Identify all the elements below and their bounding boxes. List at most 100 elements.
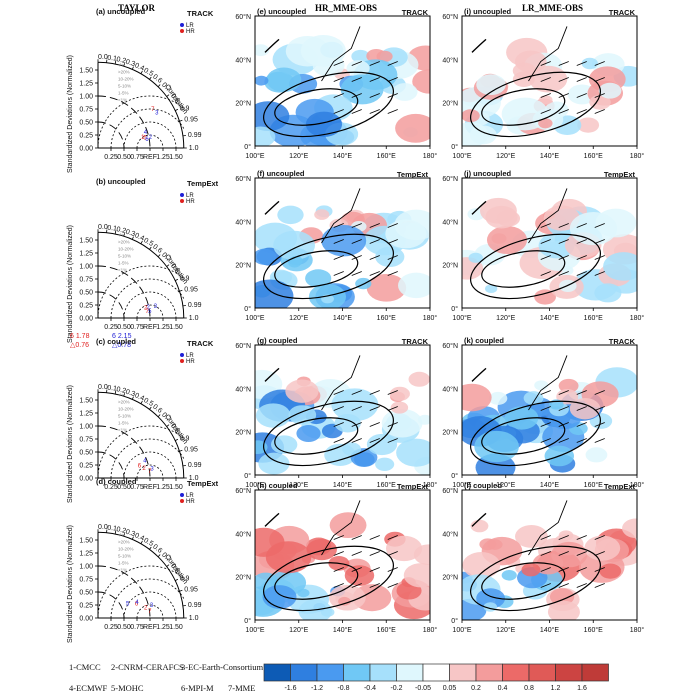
shading-blob bbox=[462, 551, 501, 579]
y-tick-label: 1.00 bbox=[79, 564, 93, 571]
model-legend-3: 3-EC-Earth-Consortium bbox=[181, 662, 264, 672]
hatch-mark bbox=[369, 223, 380, 228]
y-axis-label: Standardized Deviations (Normalized) bbox=[67, 525, 74, 643]
hatch-mark bbox=[333, 93, 344, 98]
bias-legend-item: >20% bbox=[118, 539, 130, 544]
shading-blob bbox=[344, 565, 375, 586]
colorbar-segment bbox=[316, 663, 344, 682]
hatch-mark bbox=[333, 535, 344, 540]
hatch-mark bbox=[576, 271, 587, 276]
shading-blob bbox=[351, 49, 370, 63]
hatch-mark bbox=[369, 77, 380, 82]
taylor-point-lr: 3 bbox=[154, 304, 158, 310]
corr-tick bbox=[140, 400, 143, 404]
hr-legend-marker bbox=[180, 199, 184, 203]
contour-line bbox=[263, 233, 394, 300]
taylor-diagram-a: (a) uncoupled TRACK Standardized Deviation… bbox=[67, 7, 214, 173]
hatch-mark bbox=[333, 567, 344, 572]
hatch-mark bbox=[576, 61, 587, 66]
shading-blob bbox=[338, 596, 351, 606]
hr-legend-marker bbox=[180, 359, 184, 363]
map-lat-label: 40°N bbox=[235, 385, 251, 393]
corr-tick-label: 0.6 bbox=[151, 243, 163, 255]
corr-tick-label: 0.5 bbox=[142, 67, 154, 78]
shading-blob bbox=[403, 563, 430, 588]
corr-tick bbox=[166, 94, 170, 97]
shading-blob bbox=[521, 563, 541, 577]
hatch-mark bbox=[540, 77, 551, 82]
colorbar-tick-label: -0.2 bbox=[390, 685, 402, 692]
shading-blob bbox=[366, 273, 407, 302]
rms-arc bbox=[136, 604, 164, 619]
hatch-mark bbox=[351, 223, 362, 228]
hatch-mark bbox=[369, 271, 380, 276]
hatch-mark bbox=[333, 255, 344, 260]
colorbar-segment bbox=[290, 663, 318, 682]
shading-blob bbox=[622, 518, 637, 539]
map-lon-label: 180° bbox=[630, 626, 645, 634]
hatch-mark bbox=[351, 271, 362, 276]
taylor-point-hr: 7 bbox=[145, 309, 149, 315]
hatch-mark bbox=[594, 223, 605, 228]
shading-blob bbox=[331, 388, 379, 422]
map-lat-label: 0° bbox=[451, 305, 458, 313]
contour-line bbox=[481, 250, 566, 288]
shading-blob bbox=[468, 252, 483, 263]
colorbar-tick-label: -1.2 bbox=[311, 685, 323, 692]
map-lat-label: 20°N bbox=[442, 262, 458, 270]
corr-tick-label: 0.99 bbox=[188, 462, 202, 469]
hatch-mark bbox=[387, 239, 398, 244]
map-lon-label: 180° bbox=[423, 481, 438, 489]
shading-blob bbox=[305, 111, 343, 137]
shading-blob bbox=[398, 272, 430, 299]
corr-tick bbox=[157, 254, 161, 258]
map-lon-label: 120°E bbox=[496, 481, 515, 489]
shading-blob bbox=[462, 383, 492, 412]
hatch-mark bbox=[576, 583, 587, 588]
shading-blob bbox=[270, 435, 298, 454]
hatch-mark bbox=[369, 551, 380, 556]
corr-tick bbox=[157, 84, 161, 88]
rms-arc bbox=[123, 451, 177, 479]
colorbar-tick-label: -1.6 bbox=[284, 685, 296, 692]
hatch-mark bbox=[540, 255, 551, 260]
std-arc bbox=[97, 265, 151, 319]
hatch-mark bbox=[333, 61, 344, 66]
taylor-point-lr: 2 bbox=[147, 305, 151, 311]
corr-tick bbox=[166, 264, 170, 267]
map-lat-label: 40°N bbox=[235, 218, 251, 226]
map-variable-label: TempExt bbox=[604, 170, 636, 179]
map-lon-label: 160°E bbox=[584, 626, 603, 634]
hatch-mark bbox=[540, 239, 551, 244]
shading-blob bbox=[298, 599, 332, 620]
hatch-mark bbox=[351, 255, 362, 260]
hatch-mark bbox=[369, 93, 380, 98]
map-field bbox=[462, 345, 637, 475]
colorbar-tick-label: 0.2 bbox=[471, 685, 481, 692]
hatch-mark bbox=[558, 422, 569, 427]
corr-tick bbox=[179, 449, 183, 452]
lr-legend-label: LR bbox=[186, 23, 194, 29]
y-tick-label: 0.25 bbox=[79, 303, 93, 310]
bias-legend-item: 10-20% bbox=[118, 546, 134, 551]
corr-tick-label: 0.8 bbox=[169, 563, 181, 575]
x-tick-label: 1.25 bbox=[156, 324, 170, 331]
taylor-point-hr: 7 bbox=[151, 107, 155, 113]
hatch-mark bbox=[369, 239, 380, 244]
contour-line bbox=[470, 400, 601, 467]
y-tick-label: 1.00 bbox=[79, 424, 93, 431]
corr-tick-label: 0.8 bbox=[169, 93, 181, 105]
hatch-mark bbox=[576, 77, 587, 82]
corr-tick bbox=[131, 396, 134, 400]
map-field bbox=[462, 490, 637, 620]
map-panel-label: (e) uncoupled bbox=[257, 7, 307, 16]
y-tick-label: 1.50 bbox=[79, 398, 93, 405]
corr-tick-label: 0.2 bbox=[116, 526, 127, 535]
shading-blob bbox=[476, 588, 506, 609]
y-tick-label: 0.00 bbox=[79, 146, 93, 153]
hatch-mark bbox=[576, 422, 587, 427]
shading-blob bbox=[501, 569, 517, 581]
map-lat-label: 40°N bbox=[442, 218, 458, 226]
map-lat-label: 20°N bbox=[442, 429, 458, 437]
corr-tick-label: 0.1 bbox=[107, 55, 117, 63]
